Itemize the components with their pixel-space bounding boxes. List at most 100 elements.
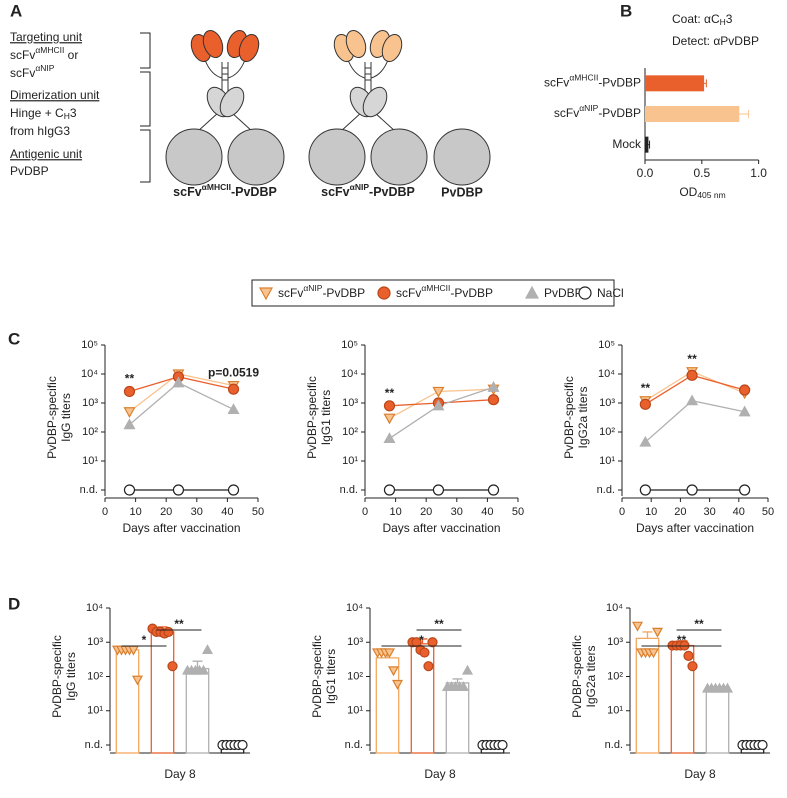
text-part: -PvDBP: [369, 185, 415, 199]
bar: [115, 649, 140, 754]
y-tick-label: 10²: [599, 426, 615, 438]
significance-label: **: [174, 617, 184, 631]
text-part: scFv: [10, 66, 35, 80]
molecule: [308, 29, 428, 186]
y-tick-label: n.d.: [80, 484, 98, 496]
legend-label: NaCl: [597, 286, 624, 300]
x-tick-label: 50: [252, 506, 264, 518]
y-tick-label: n.d.: [340, 484, 358, 496]
x-tick-label: 0.0: [637, 166, 654, 180]
chart: n.d. 10¹ 10² 10³ 10⁴ PvDBP-specific IgG titers…: [50, 602, 250, 781]
y-tick-label: 10⁵: [341, 339, 358, 351]
y-tick-label: 10¹: [87, 705, 103, 717]
y-axis-label: IgG2a titers: [576, 386, 590, 448]
marker: [167, 661, 178, 672]
legend-marker: [377, 286, 391, 300]
chart: n.d. 10¹ 10² 10³ 10⁴ PvDBP-specific IgG1 titer…: [310, 602, 510, 781]
ch3-domain: [362, 86, 388, 118]
x-tick-label: 40: [733, 506, 745, 518]
marker: [686, 394, 699, 406]
y-tick-label: 10⁴: [81, 368, 98, 380]
legend-marker: [524, 285, 540, 299]
panel-label: D: [8, 594, 20, 613]
y-axis-label: PvDBP-specific: [50, 635, 64, 718]
y-tick-label: 10³: [342, 397, 358, 409]
marker: [497, 739, 508, 751]
y-tick-label: 10²: [347, 670, 363, 682]
text-part: scFv: [173, 185, 202, 199]
annotation: **: [125, 372, 135, 386]
y-tick-label: n.d.: [345, 739, 363, 751]
x-tick-label: 20: [160, 506, 172, 518]
marker: [651, 627, 664, 638]
bar: [645, 106, 740, 122]
text-part: -PvDBP: [598, 76, 641, 90]
text-part: αNIP: [579, 103, 598, 113]
x-axis-label: Days after vaccination: [122, 521, 240, 535]
y-tick-label: 10⁴: [341, 368, 358, 380]
marker: [487, 394, 500, 406]
panel-label: B: [620, 1, 632, 20]
text-part: αNIP: [35, 63, 54, 73]
marker: [227, 383, 240, 395]
chart: n.d. 10¹ 10² 10³ 10⁴ 10⁵ PvDBP-specific IgG1 ti…: [305, 339, 524, 535]
marker: [639, 484, 651, 496]
x-tick-label: 1.0: [750, 166, 767, 180]
x-tick-label: 0: [102, 506, 108, 518]
bar: [445, 682, 470, 754]
x-tick-label: 0: [619, 506, 625, 518]
y-axis-label: IgG titers: [59, 393, 73, 442]
y-tick-label: 10³: [82, 397, 98, 409]
text-part: -PvDBP: [598, 106, 641, 120]
x-tick-label: 40: [481, 506, 493, 518]
text-part: Hinge + C: [10, 106, 64, 120]
y-axis-label: IgG1 titers: [319, 390, 333, 445]
legend-marker: [258, 287, 274, 301]
legend-label: scFvαMHCII-PvDBP: [396, 283, 493, 300]
marker: [387, 666, 400, 677]
marker: [721, 682, 734, 693]
marker: [432, 386, 445, 398]
panel-label: A: [10, 1, 22, 20]
marker: [461, 664, 474, 675]
legend-entry: NaCl: [578, 286, 624, 300]
x-tick-label: 50: [512, 506, 524, 518]
marker: [639, 398, 651, 410]
bar: [635, 637, 660, 754]
text-part: αMHCII: [569, 73, 598, 83]
category-label: scFvαMHCII-PvDBP: [544, 73, 641, 90]
marker: [419, 647, 430, 658]
marker: [197, 664, 210, 675]
unit-title: Targeting unit: [10, 30, 83, 44]
text-part: αNIP: [303, 283, 322, 293]
y-tick-label: 10²: [607, 670, 623, 682]
y-tick-label: 10¹: [347, 705, 363, 717]
annotation: p=0.0519: [208, 366, 259, 380]
y-tick-label: 10³: [599, 397, 615, 409]
y-axis-label: PvDBP-specific: [45, 376, 59, 459]
annotation: Detect: αPvDBP: [672, 34, 759, 48]
text-part: Coat: αC: [672, 12, 720, 26]
bar: [410, 643, 435, 754]
text-part: αMHCII: [35, 45, 64, 55]
linker: [196, 59, 254, 133]
x-tick-label: 40: [221, 506, 233, 518]
construct-label: scFvαMHCII-PvDBP: [173, 182, 277, 199]
y-axis-label: PvDBP-specific: [310, 635, 324, 718]
error-bar: [642, 631, 653, 639]
unit-text: Hinge + CH3: [10, 106, 77, 121]
marker: [383, 400, 396, 412]
targeting-domain: [345, 29, 367, 59]
chart: n.d. 10¹ 10² 10³ 10⁴ 10⁵ PvDBP-specific IgG tit…: [45, 339, 264, 535]
text-part: -PvDBP: [231, 185, 277, 199]
text-part: -PvDBP: [450, 286, 493, 300]
text-part: H: [720, 17, 726, 27]
y-tick-label: 10¹: [342, 455, 358, 467]
legend-box: [251, 279, 615, 307]
marker: [163, 626, 174, 638]
unit-title: Antigenic unit: [10, 147, 83, 161]
chart: n.d. 10¹ 10² 10³ 10⁴ 10⁵ PvDBP-specific IgG2a t…: [562, 339, 774, 535]
marker: [686, 484, 698, 496]
text-part: -PvDBP: [322, 286, 365, 300]
text-part: OD: [679, 185, 697, 199]
